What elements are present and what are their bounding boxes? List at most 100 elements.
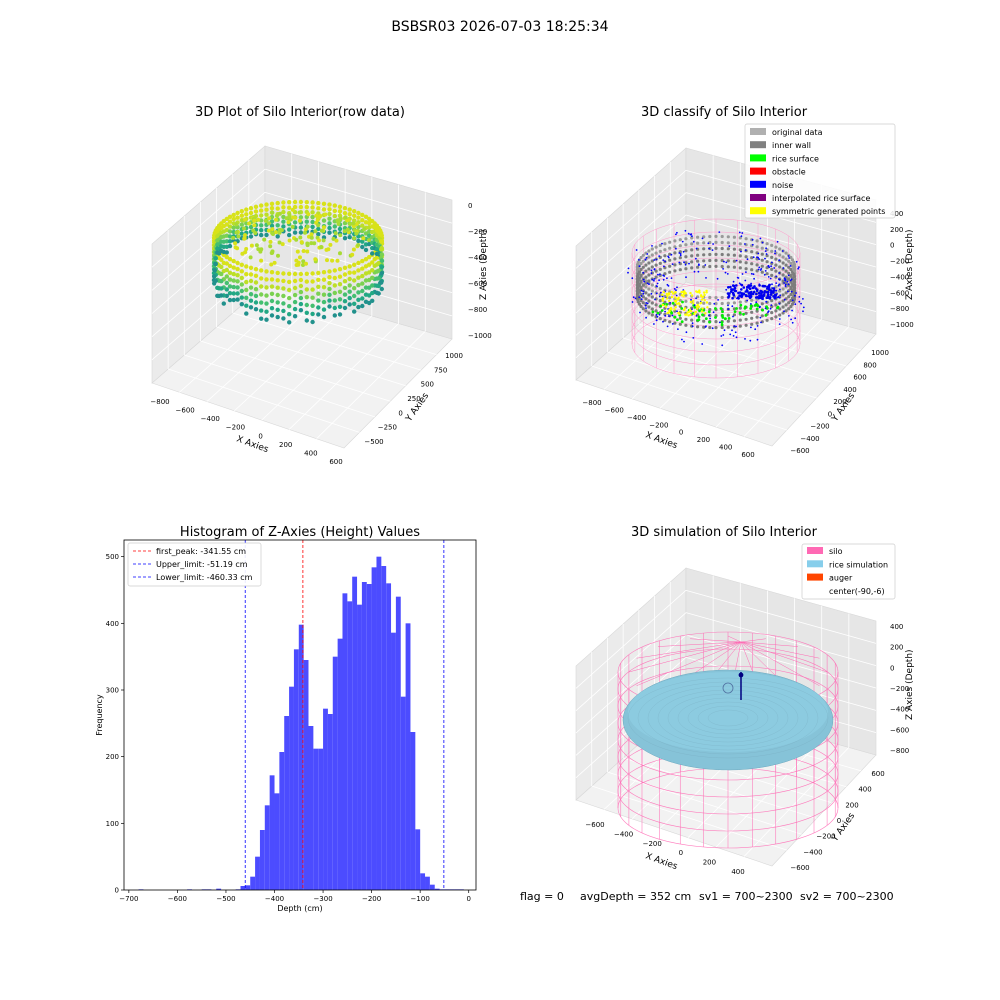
point — [744, 305, 747, 309]
tick-label: −600 — [790, 447, 809, 455]
grid-line — [743, 326, 850, 437]
point — [684, 317, 688, 321]
point — [292, 278, 298, 284]
point — [760, 302, 764, 306]
grid-line — [575, 259, 687, 358]
point — [248, 278, 254, 284]
point — [738, 236, 742, 240]
point — [787, 283, 790, 286]
point — [708, 325, 712, 330]
point — [731, 329, 733, 332]
point — [750, 326, 752, 329]
point — [264, 212, 269, 217]
point — [327, 221, 332, 226]
point — [682, 295, 685, 298]
point — [701, 313, 704, 317]
panel1-ticks: −800−600−400−2000200400600−500−250025050… — [150, 202, 491, 466]
point — [275, 206, 280, 211]
point — [771, 283, 773, 286]
panel4-title: 3D simulation of Silo Interior — [631, 525, 818, 540]
point — [212, 268, 217, 273]
point — [663, 248, 667, 252]
point — [666, 283, 669, 286]
point — [702, 325, 706, 329]
legend-frame — [744, 123, 896, 219]
point — [734, 331, 737, 334]
tick-label: −200 — [643, 840, 662, 848]
tick-label: 200 — [833, 398, 846, 406]
histogram-bar — [323, 708, 328, 890]
point — [253, 267, 259, 272]
point — [662, 290, 665, 294]
point — [666, 325, 669, 328]
point — [765, 242, 769, 246]
point — [720, 234, 724, 239]
point — [783, 277, 786, 280]
point — [755, 301, 758, 304]
point — [663, 242, 667, 246]
point — [709, 317, 711, 320]
point — [736, 276, 739, 279]
point — [714, 296, 718, 300]
legend-label: auger — [829, 574, 853, 583]
point — [794, 303, 797, 306]
point — [749, 307, 753, 310]
point — [254, 243, 259, 248]
point — [227, 239, 233, 244]
point — [360, 281, 365, 286]
point — [259, 208, 264, 213]
point — [781, 255, 785, 259]
grid-line — [264, 261, 453, 317]
point — [264, 301, 269, 306]
point — [726, 265, 730, 269]
point — [738, 242, 742, 246]
point — [760, 246, 764, 250]
point — [673, 257, 677, 261]
point — [676, 286, 678, 289]
histogram-bar — [395, 596, 401, 890]
tick-label: −200 — [890, 258, 909, 266]
point — [259, 228, 264, 233]
point — [337, 226, 343, 232]
point — [211, 277, 217, 283]
point — [337, 204, 343, 209]
point — [664, 310, 666, 313]
point — [641, 301, 645, 305]
tick-label: −600 — [468, 280, 487, 288]
histogram-bar — [371, 567, 377, 890]
tick-label: −400 — [890, 273, 909, 281]
point — [332, 203, 337, 208]
point — [750, 272, 753, 275]
point — [792, 290, 796, 294]
point — [269, 284, 275, 289]
point — [270, 231, 275, 235]
point — [792, 263, 797, 267]
point — [684, 299, 688, 303]
point — [641, 259, 645, 263]
point — [726, 319, 730, 323]
point — [322, 225, 326, 230]
point — [792, 281, 797, 285]
point — [363, 264, 369, 269]
point — [239, 231, 244, 236]
point — [777, 284, 780, 287]
point — [292, 314, 298, 319]
point — [295, 249, 300, 254]
point — [360, 266, 365, 271]
x-tick-label: −400 — [265, 895, 284, 903]
point — [671, 314, 674, 317]
point — [635, 297, 640, 301]
tick-label: −200 — [816, 833, 835, 841]
point — [711, 327, 714, 330]
tick-label: 400 — [719, 444, 732, 452]
point — [678, 256, 682, 260]
point — [758, 258, 761, 260]
point — [651, 278, 654, 281]
point — [770, 265, 772, 268]
point — [290, 224, 295, 229]
panel1-zlabel: Z Axies (Depth) — [479, 229, 489, 300]
point — [681, 338, 683, 341]
point — [732, 253, 737, 257]
point — [361, 236, 366, 241]
point — [691, 325, 694, 328]
